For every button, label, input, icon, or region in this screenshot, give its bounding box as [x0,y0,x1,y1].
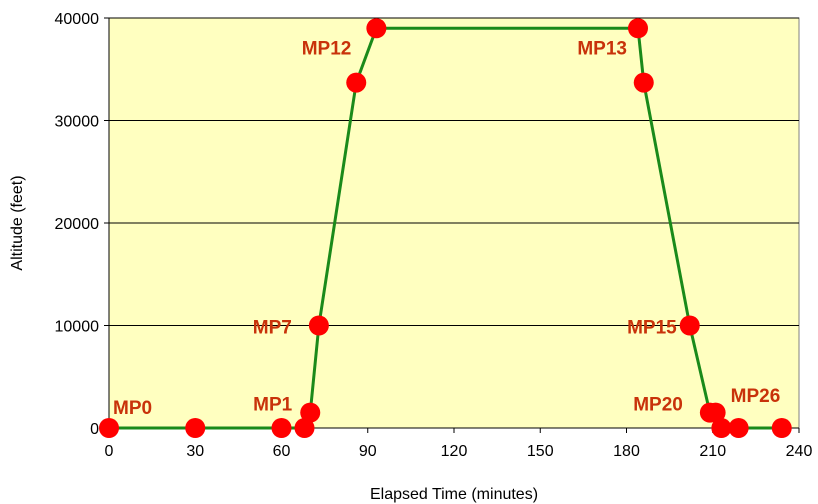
data-point-marker [633,72,654,93]
x-axis-ticks: 0 30 60 90 120 150 180 210 240 [105,428,813,460]
mp-label: MP1 [253,395,293,416]
data-point-marker [728,418,749,438]
data-point-marker [300,402,321,423]
annotation-layer: MP0 MP1 MP7 MP12 MP13 MP15 MP20 MP26 [113,38,780,419]
data-point-marker [711,418,732,438]
y-tick-label: 0 [90,421,99,438]
x-tick-label: 210 [699,443,726,460]
x-tick-label: 120 [441,443,468,460]
mp-label: MP15 [627,318,677,339]
x-tick-label: 0 [105,443,114,460]
data-point-marker [366,18,387,39]
y-tick-label: 30000 [55,114,100,131]
data-point-marker [99,418,119,438]
mp-label: MP26 [731,386,781,407]
marker-layer [99,18,792,438]
data-point-marker [771,418,792,438]
x-tick-label: 150 [527,443,554,460]
data-point-marker [628,18,648,39]
data-point-marker [294,418,315,438]
mp-label: MP12 [302,38,352,59]
data-point-marker [271,418,292,438]
x-tick-label: 90 [359,443,377,460]
x-tick-label: 30 [186,443,204,460]
data-point-marker [185,418,206,438]
x-tick-label: 240 [786,443,813,460]
y-tick-label: 40000 [55,11,100,28]
mp-label: MP20 [633,395,683,416]
data-point-marker [705,402,726,423]
y-tick-label: 10000 [55,319,100,336]
mp-label: MP13 [577,38,627,59]
data-point-marker [679,315,700,336]
y-tick-label: 20000 [55,216,100,233]
data-point-marker [346,72,367,93]
data-point-marker [308,315,329,336]
x-tick-label: 60 [273,443,291,460]
mp-label: MP7 [253,318,292,339]
x-axis-title: Elapsed Time (minutes) [370,486,538,503]
y-axis-title: Altitude (feet) [9,175,26,270]
x-tick-label: 180 [613,443,640,460]
y-axis-ticks: 0 10000 20000 30000 40000 [55,11,109,438]
mp-label: MP0 [113,398,152,419]
